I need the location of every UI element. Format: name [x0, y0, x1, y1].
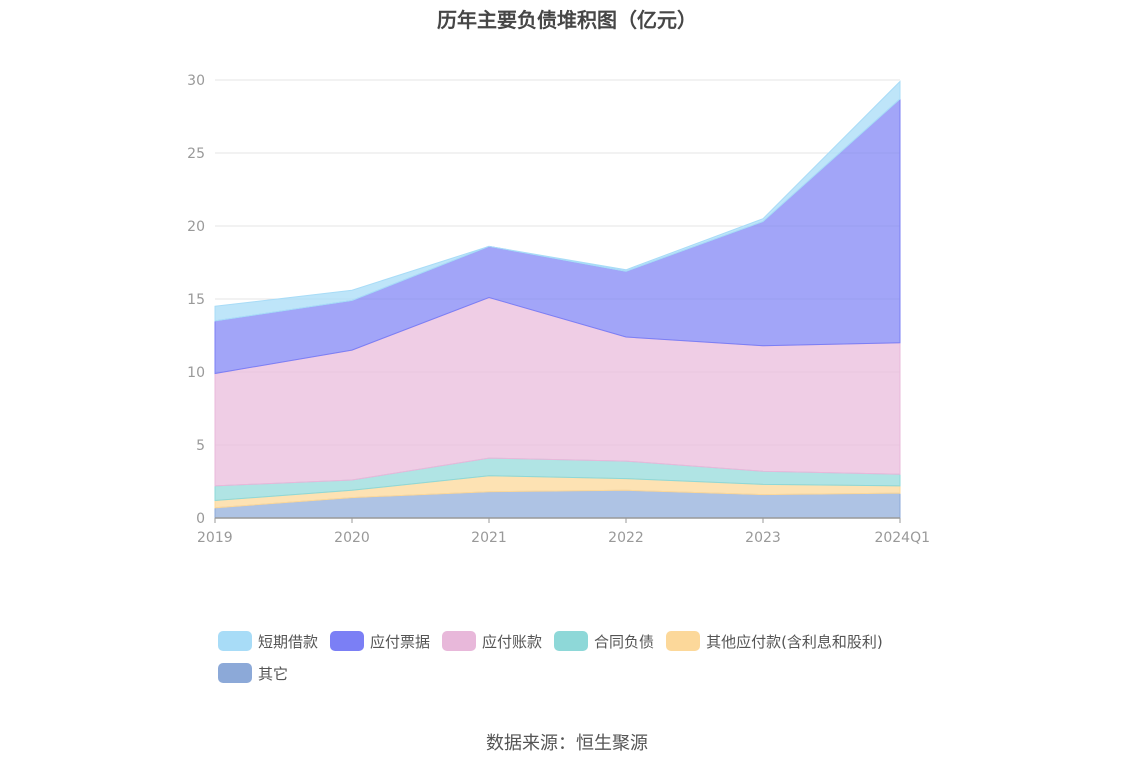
legend-item[interactable]: 应付账款	[442, 630, 542, 652]
legend-swatch	[666, 631, 701, 651]
legend-item[interactable]: 短期借款	[218, 630, 318, 652]
x-tick-label: 2020	[334, 530, 370, 546]
legend-swatch	[442, 631, 477, 651]
legend-item[interactable]: 其它	[218, 662, 288, 684]
y-tick-label: 10	[187, 365, 205, 381]
legend-label: 其他应付款(含利息和股利)	[706, 632, 883, 651]
area-短期借款	[214, 80, 901, 322]
legend-swatch	[218, 663, 252, 683]
legend-swatch	[218, 631, 252, 651]
y-tick-label: 20	[187, 219, 205, 235]
legend-swatch	[330, 631, 365, 651]
axes: 0 5 10 15 20 25 30 2019 2020 2021 2022 2023 2024Q1	[187, 73, 930, 546]
y-tick-label: 30	[187, 73, 205, 89]
legend-label: 其它	[258, 664, 289, 683]
y-tick-label: 25	[187, 146, 205, 162]
y-tick-label: 0	[196, 511, 205, 527]
legend-item[interactable]: 合同负债	[554, 630, 654, 652]
x-tick-label: 2019	[197, 530, 233, 546]
chart-title: 历年主要负债堆积图（亿元）	[437, 8, 697, 32]
legend-label: 合同负债	[594, 632, 655, 651]
legend: 短期借款 应付票据 应付账款 合同负债 其他应付款(含利息和股利) 其它	[218, 630, 938, 684]
data-source: 数据来源：恒生聚源	[486, 733, 648, 754]
x-tick-label: 2022	[608, 530, 644, 546]
legend-label: 短期借款	[258, 632, 319, 651]
legend-item[interactable]: 应付票据	[330, 630, 430, 652]
x-tick-label: 2023	[745, 530, 781, 546]
x-tick-label: 2021	[471, 530, 507, 546]
legend-item[interactable]: 其他应付款(含利息和股利)	[666, 630, 883, 652]
x-tick-label: 2024Q1	[874, 530, 930, 546]
legend-swatch	[554, 631, 589, 651]
y-tick-label: 5	[196, 438, 205, 454]
y-tick-label: 15	[187, 292, 205, 308]
legend-label: 应付账款	[482, 632, 543, 651]
legend-label: 应付票据	[370, 632, 431, 651]
area-series	[214, 80, 901, 519]
